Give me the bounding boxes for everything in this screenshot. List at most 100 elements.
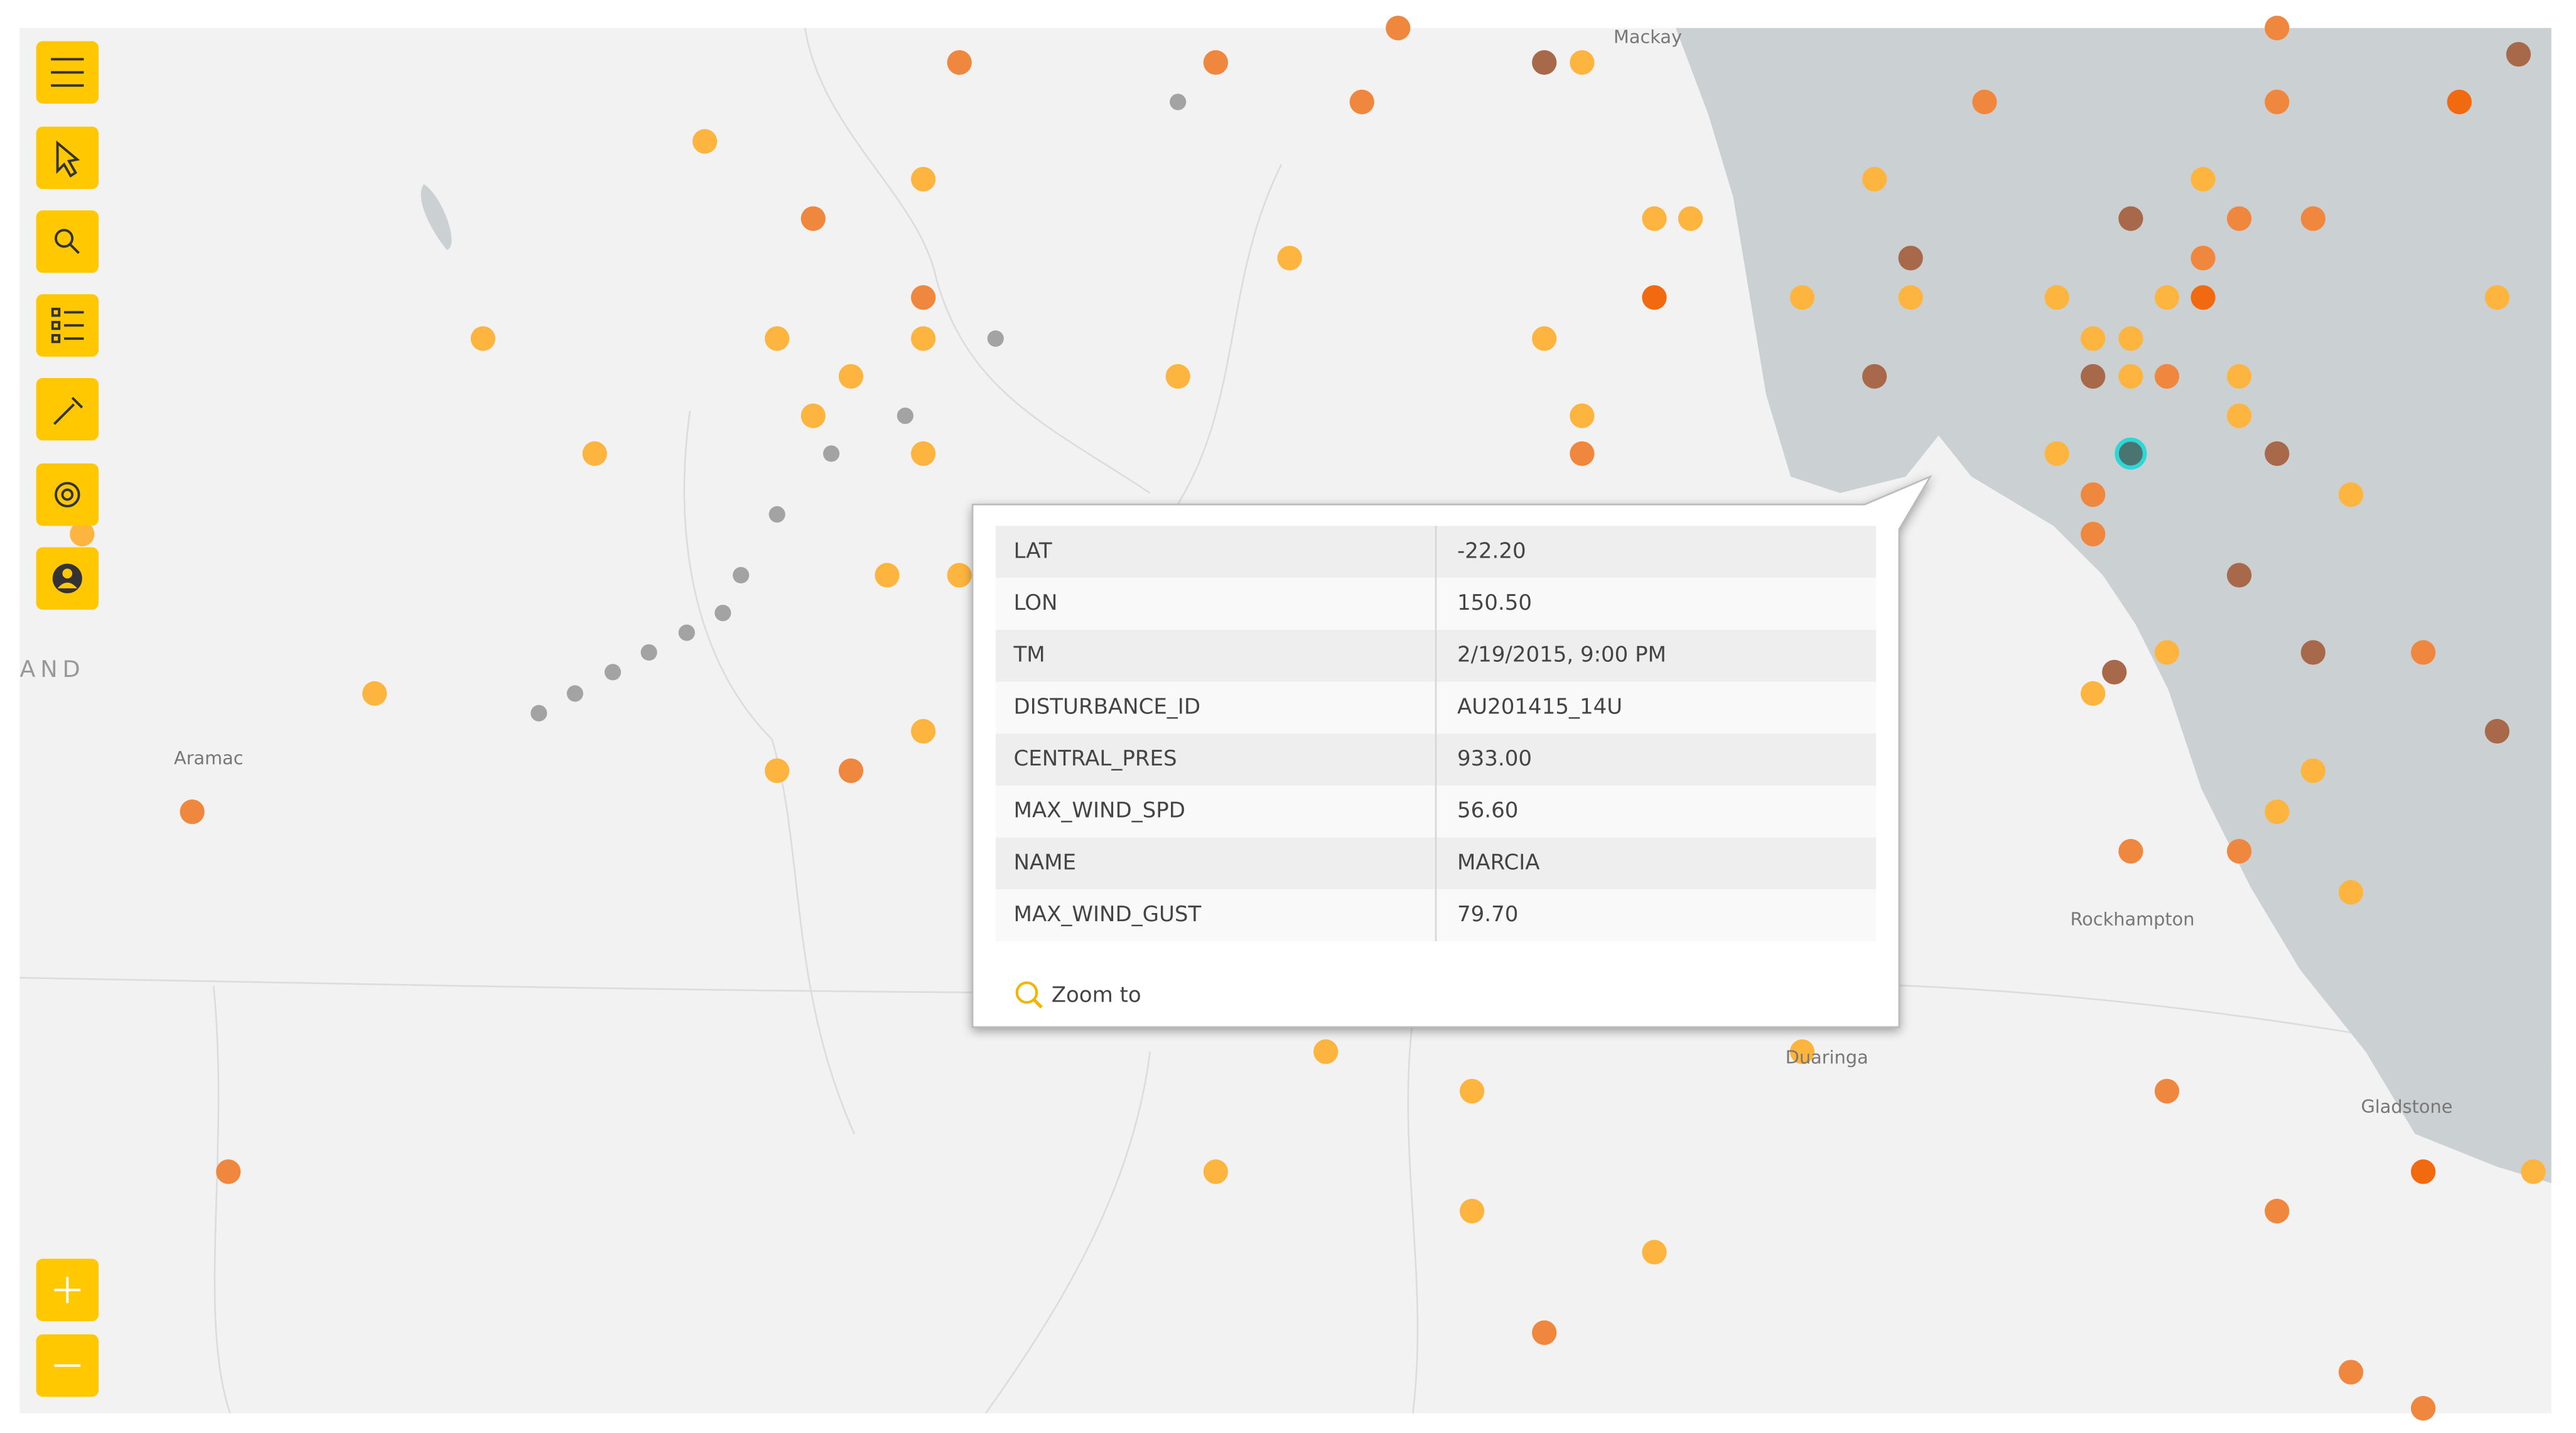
map-point[interactable] [2226,563,2252,588]
map-point[interactable] [2521,1159,2546,1184]
map-point[interactable] [470,326,495,351]
map-point[interactable] [2102,659,2127,684]
map-point[interactable] [2265,15,2290,41]
map-point[interactable] [2081,326,2106,351]
map-point[interactable] [2484,718,2510,744]
map-point[interactable] [2226,364,2252,389]
map-point[interactable] [714,605,731,622]
menu-button[interactable] [36,41,99,104]
map-point[interactable] [2484,285,2510,310]
map-point[interactable] [1313,1039,1339,1064]
map-point[interactable] [947,50,972,75]
map-point[interactable] [2118,364,2143,389]
map-point[interactable] [566,685,583,702]
map-point[interactable] [800,403,826,428]
map-point[interactable] [1642,206,1667,231]
map-point[interactable] [838,364,864,389]
map-point[interactable] [2300,206,2325,231]
map-point[interactable] [2265,89,2290,114]
map-point[interactable] [1789,1039,1815,1064]
map-point[interactable] [2154,364,2180,389]
map-point[interactable] [2338,880,2364,905]
map-point[interactable] [1678,206,1703,231]
map-point[interactable] [838,758,864,783]
map-point[interactable] [1165,364,1190,389]
map-point[interactable] [2081,482,2106,507]
map-point[interactable] [70,521,95,547]
map-point[interactable] [2226,206,2252,231]
legend-button[interactable] [36,294,99,357]
zoom-out-button[interactable] [36,1334,99,1397]
map-point[interactable] [2338,1360,2364,1385]
zoom-in-button[interactable] [36,1258,99,1321]
tools-button[interactable] [36,377,99,441]
map-point[interactable] [2411,640,2436,665]
map-point[interactable] [2154,285,2180,310]
zoom-to[interactable]: Zoom to [1015,981,1141,1009]
map-point[interactable] [531,705,547,722]
map-point[interactable] [910,285,936,310]
map-point[interactable] [2191,285,2216,310]
map-point[interactable] [987,330,1004,347]
map-point[interactable] [1789,285,1815,310]
map-point[interactable] [1459,1199,1485,1224]
map-point[interactable] [2411,1159,2436,1184]
map-point[interactable] [875,563,900,588]
search-button[interactable] [36,210,99,273]
map-point[interactable] [765,758,790,783]
map-point[interactable] [2226,838,2252,864]
map-point[interactable] [2081,364,2106,389]
map-point[interactable] [1570,441,1595,466]
map-point[interactable] [1570,403,1595,428]
map-point[interactable] [2411,1396,2436,1421]
map-point[interactable] [1349,89,1374,114]
map-point[interactable] [910,326,936,351]
select-button[interactable] [36,126,99,190]
map-point[interactable] [678,624,695,641]
map-point[interactable] [2265,1199,2290,1224]
map-point[interactable] [910,441,936,466]
map-point[interactable] [733,566,750,584]
settings-button[interactable] [36,463,99,526]
map-point[interactable] [2191,246,2216,271]
map-point[interactable] [1862,364,1887,389]
map-point[interactable] [582,441,607,466]
map-point[interactable] [2265,441,2290,466]
map-point[interactable] [2506,41,2531,67]
map-point[interactable] [768,506,785,523]
selected-point[interactable] [2115,437,2147,470]
map-point[interactable] [362,681,387,706]
map-point[interactable] [2118,206,2143,231]
map-point[interactable] [640,644,657,661]
map-point[interactable] [1532,326,1557,351]
map-point[interactable] [765,326,790,351]
map-point[interactable] [2226,403,2252,428]
map-point[interactable] [1459,1078,1485,1104]
map-point[interactable] [1642,285,1667,310]
map-point[interactable] [2154,640,2180,665]
map-point[interactable] [910,166,936,192]
map-point[interactable] [1170,94,1187,111]
map-point[interactable] [2154,1078,2180,1104]
map-point[interactable] [1898,285,1923,310]
map-point[interactable] [897,408,913,424]
map-point[interactable] [1532,1320,1557,1345]
map-point[interactable] [800,206,826,231]
map-point[interactable] [2081,681,2106,706]
map-point[interactable] [2044,285,2069,310]
map-point[interactable] [2044,441,2069,466]
map-point[interactable] [2447,89,2472,114]
map-point[interactable] [180,799,205,825]
map-point[interactable] [910,718,936,744]
map-point[interactable] [1898,246,1923,271]
account-button[interactable] [36,547,99,610]
map-point[interactable] [1642,1240,1667,1265]
map-point[interactable] [216,1159,241,1184]
map-point[interactable] [1862,166,1887,192]
map-point[interactable] [692,129,718,154]
map-point[interactable] [604,664,622,681]
zoom-to-label[interactable]: Zoom to [1052,982,1141,1007]
map-point[interactable] [1277,246,1302,271]
map-point[interactable] [947,563,972,588]
map-point[interactable] [1570,50,1595,75]
